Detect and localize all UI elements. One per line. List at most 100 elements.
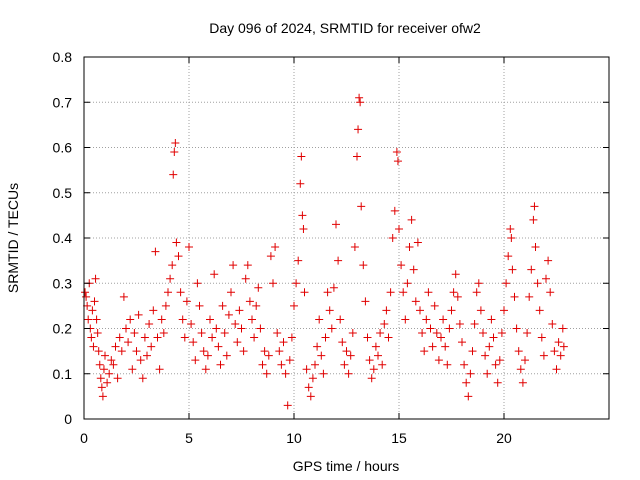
data-point bbox=[491, 360, 500, 369]
data-point bbox=[203, 351, 212, 360]
data-point bbox=[397, 261, 406, 270]
data-point bbox=[273, 329, 282, 338]
data-point bbox=[101, 351, 109, 360]
data-point bbox=[91, 274, 100, 283]
data-point bbox=[176, 288, 185, 297]
data-point bbox=[308, 374, 317, 383]
data-point bbox=[537, 333, 546, 342]
x-tick-label: 5 bbox=[185, 430, 193, 446]
x-axis-label: GPS time / hours bbox=[293, 458, 400, 474]
data-point bbox=[93, 329, 102, 338]
data-point bbox=[428, 342, 437, 351]
data-point bbox=[178, 315, 187, 324]
data-point bbox=[399, 288, 408, 297]
data-point bbox=[147, 342, 156, 351]
data-point bbox=[493, 378, 502, 387]
data-point bbox=[208, 333, 217, 342]
data-point bbox=[447, 306, 456, 315]
data-point bbox=[105, 369, 114, 378]
data-point bbox=[90, 297, 99, 306]
data-point bbox=[432, 329, 441, 338]
data-point bbox=[319, 369, 328, 378]
data-point bbox=[388, 234, 397, 242]
data-point bbox=[218, 301, 227, 310]
data-point bbox=[411, 297, 420, 306]
data-point bbox=[294, 256, 303, 265]
data-point bbox=[437, 333, 445, 342]
data-point bbox=[290, 301, 298, 310]
data-point bbox=[304, 383, 313, 392]
data-point bbox=[487, 315, 496, 324]
data-point bbox=[87, 333, 96, 342]
data-point bbox=[390, 206, 399, 215]
data-point bbox=[185, 243, 193, 252]
data-point bbox=[275, 347, 284, 356]
data-point bbox=[168, 261, 177, 270]
axis-ticks bbox=[83, 56, 609, 420]
grid-lines bbox=[84, 57, 609, 419]
data-point bbox=[119, 292, 128, 301]
data-point bbox=[84, 315, 93, 324]
data-point bbox=[124, 338, 133, 347]
data-point bbox=[451, 270, 460, 279]
data-point bbox=[161, 301, 170, 310]
data-point bbox=[271, 243, 280, 252]
data-point bbox=[355, 93, 364, 102]
data-point bbox=[99, 365, 108, 374]
y-tick-label: 0.3 bbox=[53, 275, 73, 291]
data-point bbox=[136, 356, 145, 365]
data-point bbox=[166, 274, 175, 283]
data-point bbox=[297, 152, 306, 161]
data-point bbox=[241, 274, 250, 283]
data-point bbox=[239, 347, 248, 356]
data-point bbox=[109, 360, 118, 369]
data-point bbox=[449, 288, 458, 297]
data-point bbox=[111, 342, 120, 351]
data-point bbox=[356, 98, 365, 107]
data-point bbox=[521, 356, 529, 365]
data-point bbox=[266, 252, 275, 261]
data-point bbox=[260, 347, 269, 356]
data-point bbox=[401, 315, 410, 324]
x-tick-label: 15 bbox=[391, 430, 407, 446]
y-tick-label: 0.4 bbox=[53, 230, 73, 246]
data-point bbox=[300, 288, 309, 297]
data-point bbox=[171, 138, 180, 147]
data-point bbox=[97, 383, 106, 392]
data-point bbox=[153, 333, 162, 342]
data-point bbox=[420, 347, 429, 356]
data-point bbox=[103, 378, 112, 387]
data-point bbox=[439, 315, 448, 324]
data-point bbox=[329, 283, 338, 292]
data-point bbox=[145, 319, 154, 328]
data-point bbox=[338, 338, 347, 347]
data-point bbox=[407, 215, 416, 224]
data-point bbox=[149, 306, 158, 315]
data-point bbox=[403, 279, 412, 288]
data-point bbox=[248, 315, 256, 324]
data-point bbox=[485, 342, 494, 351]
data-point bbox=[107, 356, 116, 365]
data-point bbox=[325, 306, 334, 315]
data-point bbox=[460, 360, 469, 369]
data-point bbox=[197, 329, 206, 338]
data-point bbox=[321, 333, 330, 342]
data-points bbox=[81, 93, 568, 410]
data-point bbox=[287, 333, 296, 342]
data-point bbox=[134, 310, 143, 319]
data-point bbox=[277, 360, 286, 369]
data-point bbox=[455, 319, 464, 328]
data-point bbox=[311, 360, 319, 369]
data-point bbox=[386, 288, 395, 297]
data-point bbox=[222, 351, 231, 360]
data-point bbox=[468, 347, 477, 356]
data-point bbox=[416, 306, 424, 315]
data-point bbox=[466, 369, 475, 378]
data-point bbox=[384, 333, 393, 342]
y-tick-label: 0.2 bbox=[53, 321, 73, 337]
data-point bbox=[89, 342, 98, 351]
data-point bbox=[479, 329, 487, 338]
data-point bbox=[227, 288, 235, 297]
data-point bbox=[430, 301, 439, 310]
data-point bbox=[542, 274, 550, 283]
